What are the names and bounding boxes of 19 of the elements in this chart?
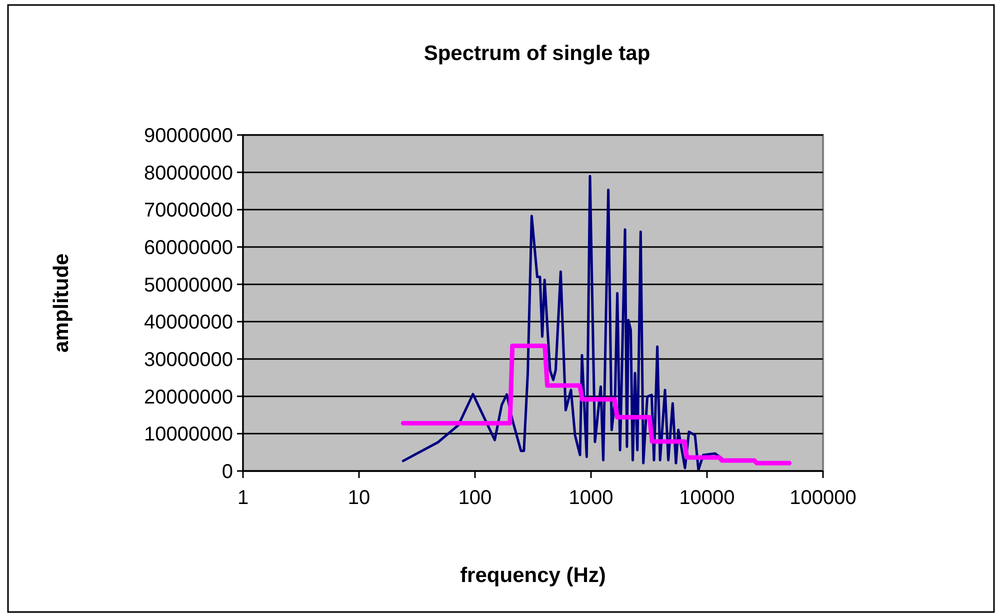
y-tick-label: 40000000 bbox=[144, 312, 233, 334]
x-tick-label: 100000 bbox=[790, 487, 856, 509]
x-tick-label: 100 bbox=[458, 487, 492, 509]
x-tick-label: 10000 bbox=[679, 487, 735, 509]
y-tick-label: 30000000 bbox=[144, 349, 233, 371]
chart-title: Spectrum of single tap bbox=[424, 42, 650, 65]
y-tick-label: 70000000 bbox=[144, 200, 233, 222]
x-tick-label: 1000 bbox=[568, 487, 614, 509]
y-tick-label: 50000000 bbox=[144, 274, 233, 296]
y-tick-label: 60000000 bbox=[144, 237, 233, 259]
x-tick-label: 10 bbox=[348, 487, 370, 509]
y-tick-label: 90000000 bbox=[144, 125, 233, 147]
y-tick-label: 80000000 bbox=[144, 162, 233, 184]
y-tick-label: 0 bbox=[222, 461, 233, 483]
x-tick-label: 1 bbox=[237, 487, 249, 509]
y-tick-label: 10000000 bbox=[144, 424, 233, 446]
y-axis-title: amplitude bbox=[50, 253, 73, 353]
x-axis-title: frequency (Hz) bbox=[460, 564, 606, 587]
y-tick-label: 20000000 bbox=[144, 386, 233, 408]
